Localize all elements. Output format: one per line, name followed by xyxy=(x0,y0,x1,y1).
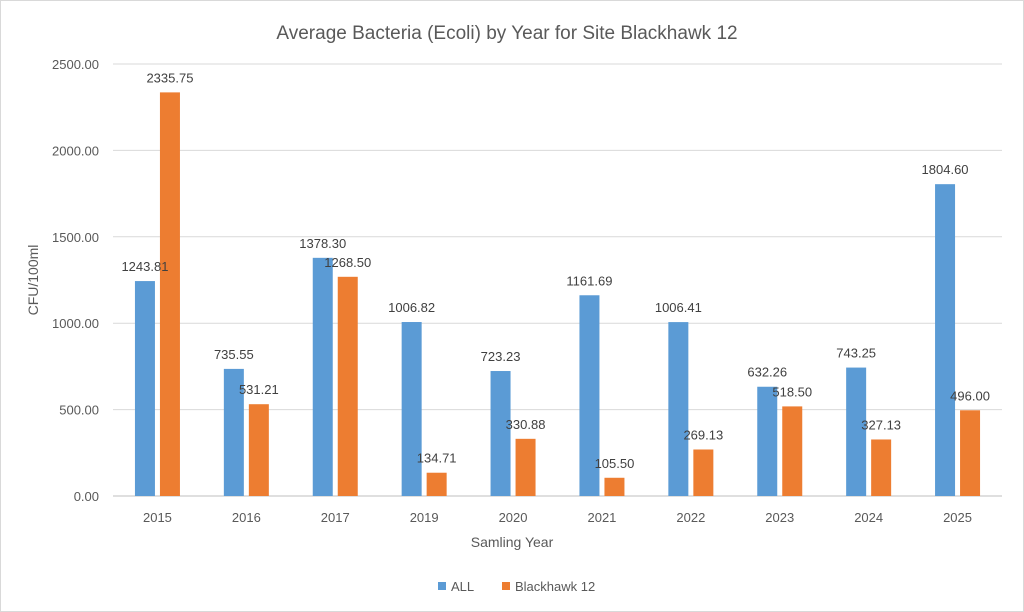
y-tick-label: 1000.00 xyxy=(52,316,99,331)
data-label: 105.50 xyxy=(595,456,635,471)
data-label: 1243.81 xyxy=(121,259,168,274)
data-label: 735.55 xyxy=(214,347,254,362)
data-label: 531.21 xyxy=(239,382,279,397)
chart-title: Average Bacteria (Ecoli) by Year for Sit… xyxy=(276,23,737,44)
data-label: 743.25 xyxy=(836,346,876,361)
bar-blackhawk-12 xyxy=(871,439,892,496)
bar-all xyxy=(134,281,155,496)
data-label: 1804.60 xyxy=(922,162,969,177)
data-label: 2335.75 xyxy=(146,70,193,85)
data-label: 134.71 xyxy=(417,451,457,466)
bar-all xyxy=(757,386,778,496)
x-axis-label: Samling Year xyxy=(471,534,554,550)
x-tick-label: 2017 xyxy=(321,510,350,525)
data-label: 1006.82 xyxy=(388,300,435,315)
bar-blackhawk-12 xyxy=(426,472,447,496)
x-tick-label: 2019 xyxy=(410,510,439,525)
bar-blackhawk-12 xyxy=(782,406,803,496)
data-label: 1161.69 xyxy=(566,273,612,288)
y-axis-label: CFU/100ml xyxy=(25,245,41,316)
bar-blackhawk-12 xyxy=(604,477,625,496)
bar-all xyxy=(490,371,511,496)
bar-blackhawk-12 xyxy=(515,438,536,496)
data-label: 327.13 xyxy=(861,417,901,432)
data-label: 632.26 xyxy=(747,365,787,380)
x-tick-label: 2022 xyxy=(676,510,705,525)
data-label: 723.23 xyxy=(481,349,521,364)
x-tick-label: 2016 xyxy=(232,510,261,525)
bar-blackhawk-12 xyxy=(248,404,269,496)
bar-blackhawk-12 xyxy=(159,92,180,497)
data-label: 1006.41 xyxy=(655,300,702,315)
bar-all xyxy=(223,368,244,496)
bar-blackhawk-12 xyxy=(960,410,981,496)
data-label: 496.00 xyxy=(950,388,990,403)
bar-blackhawk-12 xyxy=(693,449,714,496)
legend-swatch xyxy=(502,582,510,590)
data-label: 518.50 xyxy=(772,384,812,399)
data-label: 330.88 xyxy=(506,417,546,432)
y-tick-label: 500.00 xyxy=(59,403,99,418)
y-tick-label: 2000.00 xyxy=(52,143,99,158)
bar-all xyxy=(401,322,422,496)
data-label: 1268.50 xyxy=(324,255,371,270)
x-tick-label: 2015 xyxy=(143,510,172,525)
legend-label: Blackhawk 12 xyxy=(515,579,595,594)
y-tick-label: 2500.00 xyxy=(52,57,99,72)
x-tick-label: 2020 xyxy=(499,510,528,525)
y-tick-label: 1500.00 xyxy=(52,230,99,245)
data-label: 269.13 xyxy=(683,427,723,442)
bar-all xyxy=(668,322,689,496)
legend-label: ALL xyxy=(451,579,474,594)
x-tick-label: 2021 xyxy=(587,510,616,525)
bar-all xyxy=(312,257,333,496)
x-tick-label: 2023 xyxy=(765,510,794,525)
bar-all xyxy=(579,295,600,496)
data-label: 1378.30 xyxy=(299,236,346,251)
legend-swatch xyxy=(438,582,446,590)
bar-blackhawk-12 xyxy=(337,276,358,496)
x-tick-label: 2024 xyxy=(854,510,883,525)
x-tick-label: 2025 xyxy=(943,510,972,525)
bar-all xyxy=(935,184,956,497)
bar-all xyxy=(846,367,867,496)
y-tick-label: 0.00 xyxy=(74,489,99,504)
